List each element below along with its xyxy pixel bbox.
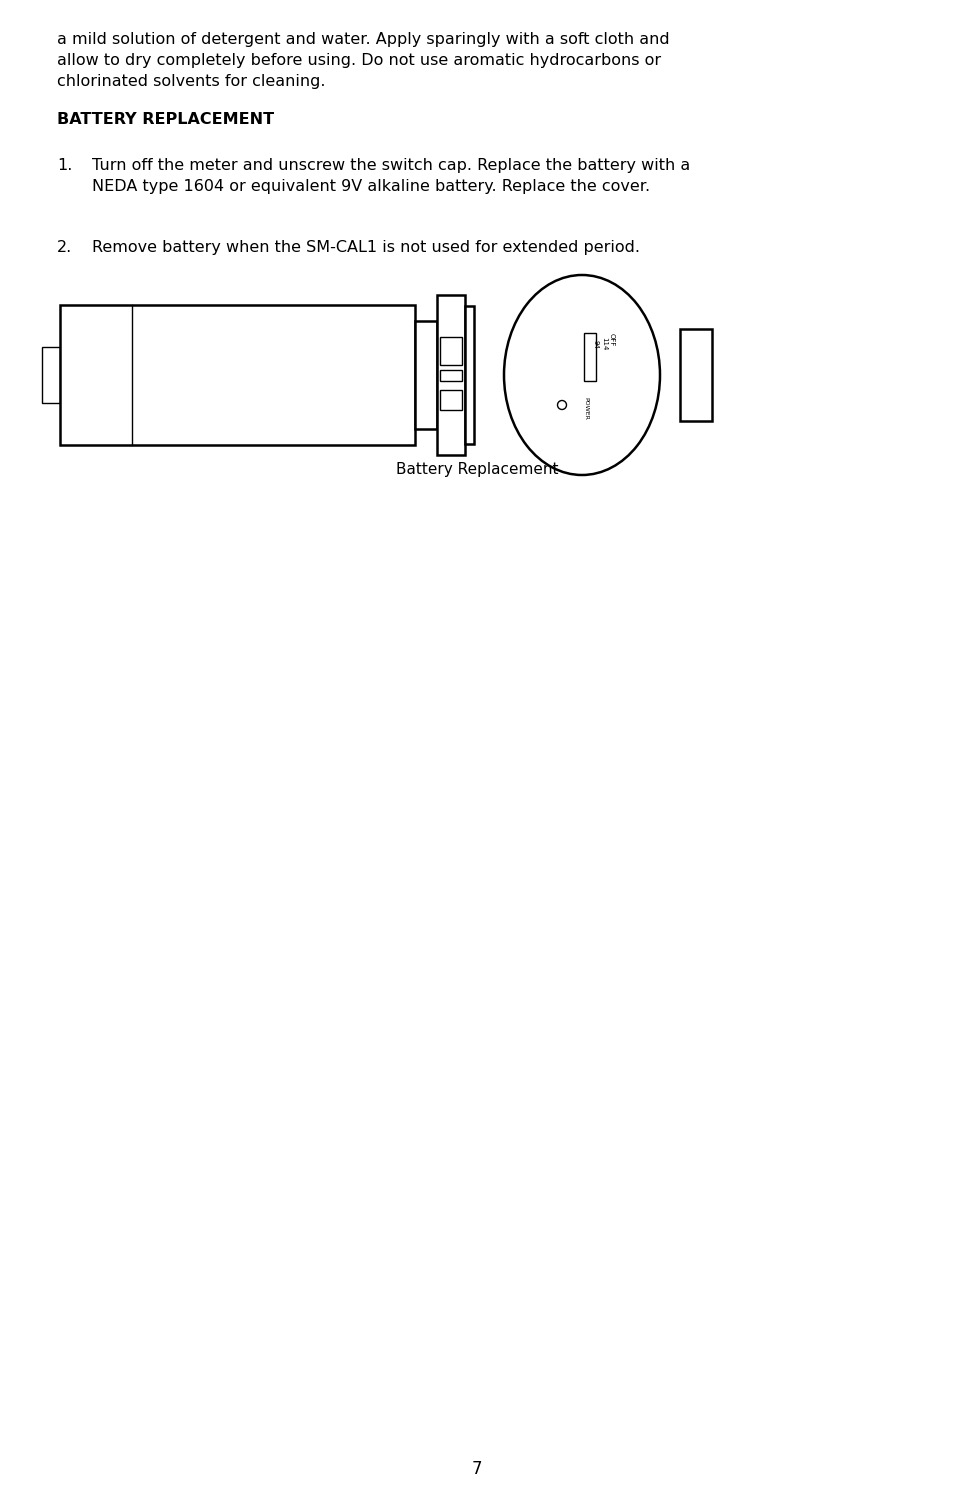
Bar	[439, 390, 461, 410]
Bar	[42, 348, 60, 402]
Text: Remove battery when the SM-CAL1 is not used for extended period.: Remove battery when the SM-CAL1 is not u…	[91, 240, 639, 255]
Bar	[679, 328, 711, 422]
Text: BATTERY REPLACEMENT: BATTERY REPLACEMENT	[57, 112, 274, 128]
Text: OFF: OFF	[608, 333, 615, 346]
Bar	[60, 304, 415, 446]
Bar	[464, 306, 474, 444]
Bar	[436, 296, 464, 454]
Text: POWER: POWER	[583, 398, 588, 420]
Text: Battery Replacement: Battery Replacement	[395, 462, 558, 477]
Bar	[415, 321, 436, 429]
Text: Turn off the meter and unscrew the switch cap. Replace the battery with a
NEDA t: Turn off the meter and unscrew the switc…	[91, 158, 690, 194]
Bar	[439, 369, 461, 381]
Text: 1.: 1.	[57, 158, 72, 172]
Text: 94: 94	[593, 340, 598, 350]
Bar	[583, 333, 595, 381]
Text: 114: 114	[600, 338, 606, 351]
Text: 7: 7	[471, 1460, 482, 1478]
Ellipse shape	[503, 274, 659, 476]
Text: a mild solution of detergent and water. Apply sparingly with a soft cloth and
al: a mild solution of detergent and water. …	[57, 32, 669, 90]
Bar	[439, 338, 461, 364]
Text: 2.: 2.	[57, 240, 72, 255]
